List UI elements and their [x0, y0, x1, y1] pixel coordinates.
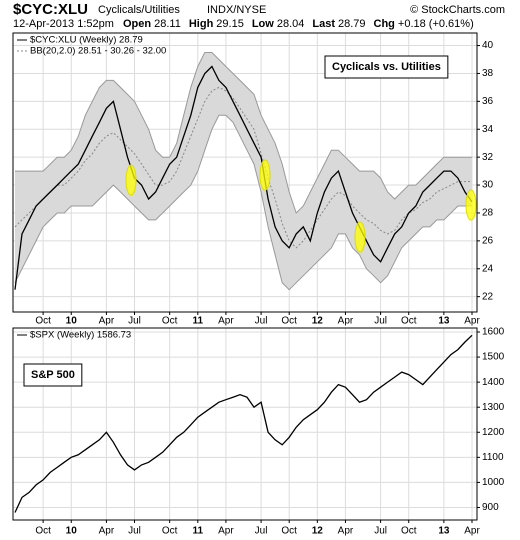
date: 12-Apr-2013 1:52pm [13, 18, 114, 30]
y-tick-label: 1100 [482, 452, 504, 463]
legend-entry: $CYC:XLU (Weekly) 28.79 [30, 35, 143, 46]
x-tick-label: 13 [438, 526, 450, 537]
y-tick-label: 1300 [482, 402, 505, 413]
y-tick-label: 1000 [482, 477, 505, 488]
exchange: INDX/NYSE [207, 4, 266, 16]
x-tick-label: Apr [99, 316, 115, 327]
y-tick-label: 1400 [482, 377, 505, 388]
quote-label: Chg [374, 18, 395, 30]
y-tick-label: 36 [482, 96, 494, 107]
x-tick-label: 10 [66, 316, 78, 327]
x-tick-label: Jul [255, 526, 268, 537]
x-tick-label: Jul [374, 526, 387, 537]
plot-border [12, 327, 478, 521]
y-tick-label: 34 [482, 124, 494, 135]
y-tick-label: 1500 [482, 352, 505, 363]
x-tick-label: Jul [255, 316, 268, 327]
quote-label: Last [312, 18, 335, 30]
price-line [14, 334, 473, 513]
x-tick-label: 13 [438, 316, 450, 327]
x-tick-label: Oct [281, 526, 297, 537]
x-tick-label: Oct [35, 316, 51, 327]
x-tick-label: Jul [128, 316, 141, 327]
band-lower [14, 114, 473, 291]
x-tick-label: Apr [218, 316, 234, 327]
x-tick-label: Jul [128, 526, 141, 537]
x-tick-label: Apr [99, 526, 115, 537]
quote-label: Low [252, 18, 274, 30]
x-tick-label: Oct [401, 526, 417, 537]
x-tick-label: 12 [312, 316, 324, 327]
quote-value: 28.11 [154, 18, 181, 30]
quote-value: 28.04 [277, 18, 305, 30]
quote-value: 29.15 [216, 18, 244, 30]
copyright: © StockCharts.com [410, 4, 505, 16]
x-tick-label: Apr [464, 316, 480, 327]
y-tick-label: 30 [482, 180, 494, 191]
x-tick-label: 11 [193, 316, 204, 327]
x-tick-label: 12 [312, 526, 324, 537]
y-tick-label: 22 [482, 291, 494, 302]
y-tick-label: 40 [482, 40, 494, 51]
highlight [259, 159, 271, 191]
y-tick-label: 26 [482, 235, 494, 246]
x-tick-label: Jul [374, 316, 387, 327]
annotation-box [324, 55, 449, 79]
band-upper [15, 52, 472, 214]
annotation: S&P 500 [31, 369, 75, 381]
y-tick-label: 1600 [482, 327, 505, 338]
y-tick-label: 1200 [482, 427, 505, 438]
x-tick-label: Oct [35, 526, 51, 537]
x-tick-label: 10 [66, 526, 78, 537]
x-tick-label: Apr [464, 526, 480, 537]
plot-area [13, 328, 477, 520]
x-tick-label: Oct [162, 316, 178, 327]
x-tick-label: Apr [218, 526, 234, 537]
x-tick-label: Oct [281, 316, 297, 327]
price-line [14, 65, 473, 290]
highlight [354, 221, 366, 253]
x-tick-label: Oct [162, 526, 178, 537]
annotation-box [23, 363, 83, 387]
index-name: Cyclicals/Utilities [98, 4, 180, 16]
y-tick-label: 24 [482, 263, 494, 274]
x-tick-label: Apr [338, 526, 354, 537]
x-tick-label: Oct [401, 316, 417, 327]
y-tick-label: 32 [482, 152, 494, 163]
quote-label: Open [123, 18, 151, 30]
highlight [125, 164, 137, 196]
y-tick-label: 28 [482, 208, 494, 219]
quote-value: +0.18 (+0.61%) [398, 18, 474, 30]
x-tick-label: 11 [193, 526, 204, 537]
highlight [465, 189, 477, 221]
symbol: $CYC:XLU [13, 1, 88, 18]
quote-value: 28.79 [338, 18, 366, 30]
y-tick-label: 900 [482, 502, 499, 513]
y-tick-label: 38 [482, 68, 494, 79]
legend-entry: $SPX (Weekly) 1586.73 [30, 330, 131, 341]
annotation: Cyclicals vs. Utilities [332, 61, 441, 73]
legend-entry: BB(20,2.0) 28.51 - 30.26 - 32.00 [30, 46, 166, 57]
x-tick-label: Apr [338, 316, 354, 327]
quote-label: High [189, 18, 214, 30]
plot-border [12, 32, 478, 313]
